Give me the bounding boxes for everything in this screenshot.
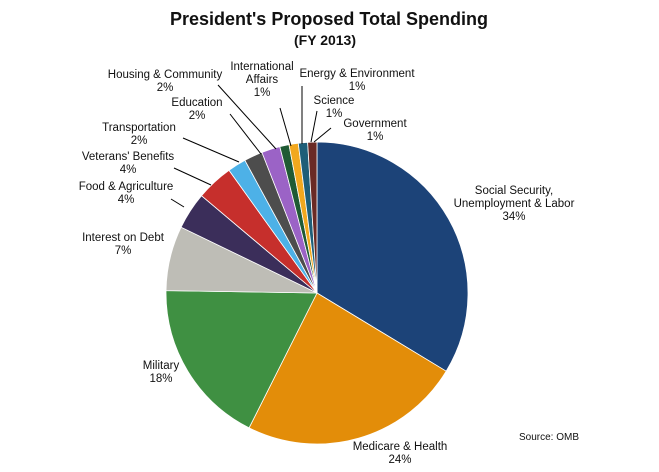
slice-name-line: Government: [343, 118, 407, 130]
slice-name-line: Energy & Environment: [299, 68, 415, 80]
slice-name-line: Transportation: [102, 122, 176, 134]
slice-name-line: Veterans' Benefits: [82, 151, 175, 163]
slice-percent: 1%: [367, 131, 384, 143]
slice-label-food-agriculture: Food & Agriculture 4%: [79, 181, 174, 206]
slice-label-transportation: Transportation 2%: [102, 122, 176, 147]
slice-label-veterans-benefits: Veterans' Benefits 4%: [82, 151, 175, 176]
slice-label-government: Government 1%: [343, 118, 407, 143]
pie-slice-military: [165, 290, 318, 429]
source-note: Source: OMB: [519, 432, 579, 443]
slice-percent: 2%: [157, 82, 174, 94]
slice-label-interest-on-debt: Interest on Debt 7%: [82, 232, 165, 257]
slice-percent: 34%: [502, 211, 525, 223]
pie-slice-government: [307, 141, 318, 294]
pie-slices: [165, 141, 469, 445]
leader-line-housing-community: [217, 84, 277, 150]
slice-name-line: Unemployment & Labor: [454, 198, 575, 210]
slice-percent: 4%: [118, 194, 135, 206]
leader-line-education: [229, 113, 262, 155]
slice-percent: 24%: [388, 454, 411, 466]
slice-percent: 4%: [120, 164, 137, 176]
slice-label-education: Education 2%: [171, 97, 222, 122]
slice-name-line: Food & Agriculture: [79, 181, 174, 193]
slice-name-line: Social Security,: [475, 185, 553, 197]
slice-name-line: Military: [143, 360, 180, 372]
chart-title: President's Proposed Total Spending: [170, 9, 488, 29]
leader-line-science: [310, 110, 318, 143]
slice-percent: 7%: [115, 245, 132, 257]
slice-percent: 1%: [349, 81, 366, 93]
slice-percent: 1%: [254, 87, 271, 99]
slice-name-line: International: [230, 61, 293, 73]
pie-slice-social-security: [316, 141, 469, 372]
slice-label-medicare: Medicare & Health 24%: [353, 441, 448, 466]
chart-subtitle: (FY 2013): [294, 32, 356, 48]
slice-name-line: Education: [171, 97, 222, 109]
slice-label-social-security: Social Security, Unemployment & Labor 34%: [454, 185, 575, 223]
slice-label-energy-environment: Energy & Environment 1%: [299, 68, 415, 93]
slice-percent: 1%: [326, 108, 343, 120]
slice-name-line: Housing & Community: [108, 69, 223, 81]
slice-name-line: Medicare & Health: [353, 441, 448, 453]
leader-line-transportation: [182, 137, 240, 163]
slice-label-housing-community: Housing & Community 2%: [108, 69, 223, 94]
slice-name-line: Interest on Debt: [82, 232, 165, 244]
leader-line-international-affairs: [279, 107, 292, 147]
slice-labels: Social Security, Unemployment & Labor 34% M…: [79, 61, 575, 466]
leader-lines: [170, 84, 332, 208]
slice-percent: 2%: [131, 135, 148, 147]
leader-line-food-agriculture: [170, 198, 185, 208]
slice-percent: 18%: [149, 373, 172, 385]
slice-label-international-affairs: International Affairs 1%: [230, 61, 293, 99]
slice-name-line: Affairs: [246, 74, 279, 86]
leader-line-veterans-benefits: [173, 167, 212, 186]
slice-name-line: Science: [314, 95, 355, 107]
slice-percent: 2%: [189, 110, 206, 122]
leader-line-government: [313, 127, 332, 143]
slice-label-military: Military 18%: [143, 360, 180, 385]
slice-label-science: Science 1%: [314, 95, 355, 120]
